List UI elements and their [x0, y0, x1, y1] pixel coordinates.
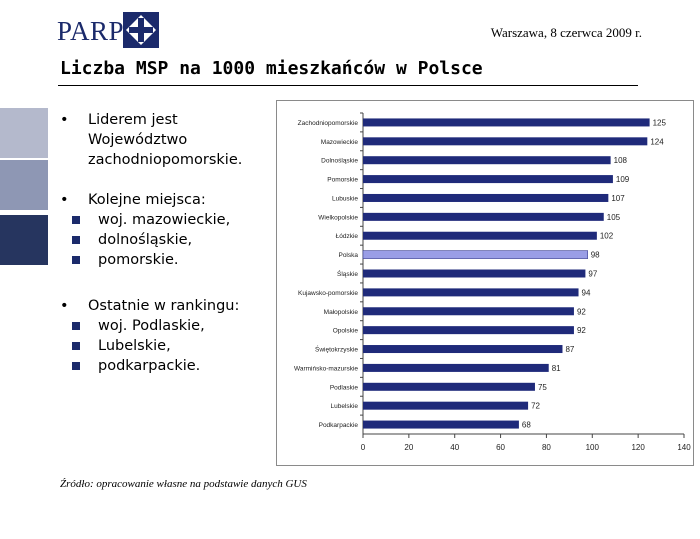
square-bullet-icon: [72, 236, 80, 244]
value-label: 68: [522, 421, 531, 430]
value-label: 97: [588, 270, 597, 279]
sub-item-text: dolnośląskie,: [98, 232, 193, 248]
bullet-item: • Liderem jest Województwo zachodniopomo…: [60, 110, 280, 170]
sub-item: woj. mazowieckie,: [60, 210, 280, 230]
bar: [363, 269, 586, 278]
bullet-dot-icon: •: [60, 112, 69, 128]
sub-item: Lubelskie,: [60, 336, 280, 356]
page-title: Liczba MSP na 1000 mieszkańców w Polsce: [60, 58, 483, 79]
bar-chart: 0 20 40 60 80 100 120 140 Zachodniopomorskie 125 M…: [294, 112, 691, 452]
value-label: 108: [614, 156, 628, 165]
parp-logo-mark-icon: [123, 12, 159, 48]
bar: [363, 307, 574, 316]
category-label: Mazowieckie: [321, 139, 359, 146]
bar: [363, 345, 563, 354]
x-tick-label: 40: [450, 443, 459, 452]
value-label: 124: [650, 137, 664, 146]
category-label: Warmińsko-mazurskie: [294, 365, 358, 372]
square-bullet-icon: [72, 342, 80, 350]
x-tick-label: 140: [677, 443, 691, 452]
category-label: Małopolskie: [324, 309, 359, 316]
x-tick-label: 20: [404, 443, 413, 452]
bar: [363, 401, 529, 410]
bar: [363, 156, 611, 165]
x-tick-label: 0: [361, 443, 366, 452]
sub-item: podkarpackie.: [60, 356, 280, 376]
bullet-text: Kolejne miejsca:: [88, 192, 206, 208]
bar: [363, 382, 535, 391]
logo-text: PARP: [57, 16, 125, 46]
date-label: Warszawa, 8 czerwca 2009 r.: [490, 25, 642, 40]
category-label: Podlaskie: [330, 384, 359, 391]
category-label: Łódzkie: [336, 233, 359, 240]
value-label: 98: [591, 251, 600, 260]
sub-item-text: pomorskie.: [98, 252, 179, 268]
bar: [363, 231, 597, 240]
decor-square-dark: [0, 215, 48, 265]
category-label: Kujawsko-pomorskie: [298, 290, 358, 297]
x-tick-label: 80: [542, 443, 551, 452]
value-label: 102: [600, 232, 614, 241]
value-label: 81: [552, 364, 561, 373]
value-label: 92: [577, 326, 586, 335]
sub-item-text: woj. Podlaskie,: [98, 318, 205, 334]
bar: [363, 420, 519, 429]
title-divider: [58, 85, 638, 86]
category-label: Świętokrzyskie: [315, 345, 358, 354]
bullet-text: Ostatnie w rankingu:: [88, 298, 240, 314]
square-bullet-icon: [72, 256, 80, 264]
bar: [363, 175, 613, 184]
value-label: 94: [582, 288, 591, 297]
bullet-list: • Liderem jest Województwo zachodniopomo…: [60, 110, 280, 376]
category-label: Lubelskie: [331, 403, 359, 410]
source-note: Źródło: opracowanie własne na podstawie …: [60, 478, 307, 490]
category-label: Dolnośląskie: [321, 158, 358, 165]
x-tick-label: 100: [586, 443, 600, 452]
value-label: 72: [531, 402, 540, 411]
value-label: 87: [565, 345, 574, 354]
category-label: Zachodniopomorskie: [298, 120, 359, 127]
category-label: Pomorskie: [327, 177, 358, 184]
square-bullet-icon: [72, 362, 80, 370]
value-label: 75: [538, 383, 547, 392]
bar: [362, 250, 588, 259]
category-label: Wielkopolskie: [318, 214, 358, 221]
bar: [363, 193, 609, 202]
bullet-item: • Ostatnie w rankingu:: [60, 296, 280, 316]
category-label: Lubuskie: [332, 195, 358, 202]
decor-square-light: [0, 108, 48, 158]
bullet-dot-icon: •: [60, 298, 69, 314]
value-label: 92: [577, 307, 586, 316]
sub-item-text: woj. mazowieckie,: [98, 212, 231, 228]
sub-item: dolnośląskie,: [60, 230, 280, 250]
bar: [363, 363, 549, 372]
bar: [363, 326, 574, 335]
value-label: 105: [607, 213, 621, 222]
x-tick-label: 120: [631, 443, 645, 452]
decor-square-medium: [0, 160, 48, 210]
bullet-dot-icon: •: [60, 192, 69, 208]
square-bullet-icon: [72, 322, 80, 330]
bar-chart-frame: 0 20 40 60 80 100 120 140 Zachodniopomorskie 125 M…: [276, 100, 694, 466]
value-label: 109: [616, 175, 630, 184]
category-label: Podkarpackie: [319, 422, 359, 429]
category-label: Polska: [338, 252, 358, 259]
category-label: Śląskie: [337, 269, 358, 278]
sub-item: woj. Podlaskie,: [60, 316, 280, 336]
bar: [363, 137, 648, 146]
bullet-item: • Kolejne miejsca:: [60, 190, 280, 210]
bar: [363, 288, 579, 297]
x-tick-label: 60: [496, 443, 505, 452]
category-label: Opolskie: [333, 328, 359, 335]
bullet-text: Liderem jest Województwo zachodniopomors…: [88, 112, 243, 168]
bar: [363, 212, 604, 221]
value-label: 107: [611, 194, 625, 203]
bar: [363, 118, 650, 127]
sub-item-text: Lubelskie,: [98, 338, 171, 354]
square-bullet-icon: [72, 216, 80, 224]
sub-item: pomorskie.: [60, 250, 280, 270]
value-label: 125: [653, 118, 667, 127]
sub-item-text: podkarpackie.: [98, 358, 201, 374]
